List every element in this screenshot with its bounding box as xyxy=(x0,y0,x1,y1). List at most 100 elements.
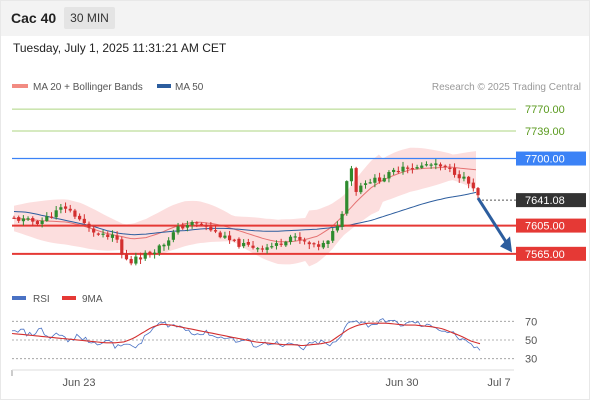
candle xyxy=(129,258,133,264)
candle xyxy=(195,222,199,224)
candle xyxy=(326,240,330,245)
candle xyxy=(185,225,190,228)
candle xyxy=(162,244,166,247)
candle xyxy=(377,177,382,182)
candle xyxy=(176,226,180,233)
ma20-line xyxy=(13,166,477,243)
level-label-2: 7700.00 xyxy=(525,154,565,166)
candle xyxy=(134,256,138,264)
candle xyxy=(396,170,400,173)
candle xyxy=(101,233,105,235)
candle xyxy=(232,239,236,241)
candle xyxy=(40,220,44,224)
candle xyxy=(298,236,302,240)
candle xyxy=(31,218,35,222)
candle xyxy=(368,182,372,184)
candle xyxy=(410,168,414,170)
candle xyxy=(302,240,307,242)
candle xyxy=(317,244,321,247)
candle xyxy=(242,242,246,247)
candle xyxy=(251,245,255,248)
candle xyxy=(392,169,396,173)
candle xyxy=(237,238,241,247)
candle xyxy=(415,167,419,169)
candle xyxy=(354,168,358,192)
candle xyxy=(457,174,461,179)
candle xyxy=(54,210,58,218)
candle xyxy=(246,241,250,245)
forecast-arrow-head xyxy=(500,236,512,253)
x-tick-label-0: Jun 23 xyxy=(62,377,95,389)
level-label-4: 7565.00 xyxy=(525,249,565,261)
forecast-arrow-shaft xyxy=(476,197,509,245)
candle xyxy=(199,223,204,225)
candle xyxy=(106,234,110,238)
candle xyxy=(363,183,368,185)
candle xyxy=(462,176,466,179)
x-tick-label-1: Jun 30 xyxy=(385,377,418,389)
candle xyxy=(204,225,208,227)
timeframe-button[interactable]: 30 MIN xyxy=(64,7,115,29)
candle xyxy=(227,235,232,241)
rsi-tick-30: 30 xyxy=(525,354,537,366)
candle xyxy=(438,164,443,167)
ma20-legend-label: MA 20 + Bollinger Bands xyxy=(33,82,143,93)
symbol-title: Cac 40 xyxy=(11,10,57,26)
candle xyxy=(68,208,72,211)
level-label-3: 7605.00 xyxy=(525,221,565,233)
ma50-legend-swatch xyxy=(157,84,171,88)
candle xyxy=(120,239,124,255)
ma9-legend-label: 9MA xyxy=(82,294,103,305)
candle xyxy=(12,217,16,219)
ma50-legend-label: MA 50 xyxy=(175,82,204,93)
candle xyxy=(260,248,265,250)
level-tag-4 xyxy=(516,246,586,261)
candle xyxy=(63,206,68,209)
candle xyxy=(17,217,21,221)
candle xyxy=(124,254,129,260)
candle xyxy=(190,222,194,226)
candle xyxy=(307,242,311,245)
copyright-label: Research © 2025 Trading Central xyxy=(432,82,581,93)
candle xyxy=(420,165,424,168)
candle xyxy=(92,228,96,233)
level-label-0: 7770.00 xyxy=(525,104,565,116)
candle xyxy=(359,185,363,193)
candle xyxy=(345,181,349,214)
candle xyxy=(429,164,433,166)
candle xyxy=(467,176,471,184)
candle xyxy=(256,248,260,250)
x-tick-label-2: Jul 7 xyxy=(487,377,510,389)
candle xyxy=(223,235,227,238)
rsi-line xyxy=(11,318,481,351)
candle xyxy=(406,167,410,169)
rsi-legend-label: RSI xyxy=(33,294,50,305)
candle xyxy=(138,257,143,260)
candle xyxy=(153,252,157,254)
level-label-1: 7739.00 xyxy=(525,126,565,138)
candle xyxy=(59,207,63,210)
candle xyxy=(26,218,30,220)
candle xyxy=(424,164,429,166)
candle xyxy=(401,166,405,172)
candle xyxy=(382,178,386,182)
candle xyxy=(471,182,475,189)
last-price-label: 7641.08 xyxy=(525,195,565,207)
candle xyxy=(321,242,325,248)
candle xyxy=(373,177,377,183)
level-tag-3 xyxy=(516,218,586,233)
candle xyxy=(181,225,185,229)
candle xyxy=(434,163,438,166)
candle xyxy=(171,232,175,240)
candle xyxy=(143,252,147,259)
rsi-ma9-line xyxy=(11,322,481,347)
candle xyxy=(148,251,152,254)
candle xyxy=(45,216,49,221)
candle xyxy=(476,188,480,196)
candle xyxy=(35,221,40,225)
rsi-legend-swatch xyxy=(12,296,26,300)
ma9-legend-swatch xyxy=(62,296,76,300)
rsi-tick-70: 70 xyxy=(525,316,537,328)
candle xyxy=(87,223,91,228)
